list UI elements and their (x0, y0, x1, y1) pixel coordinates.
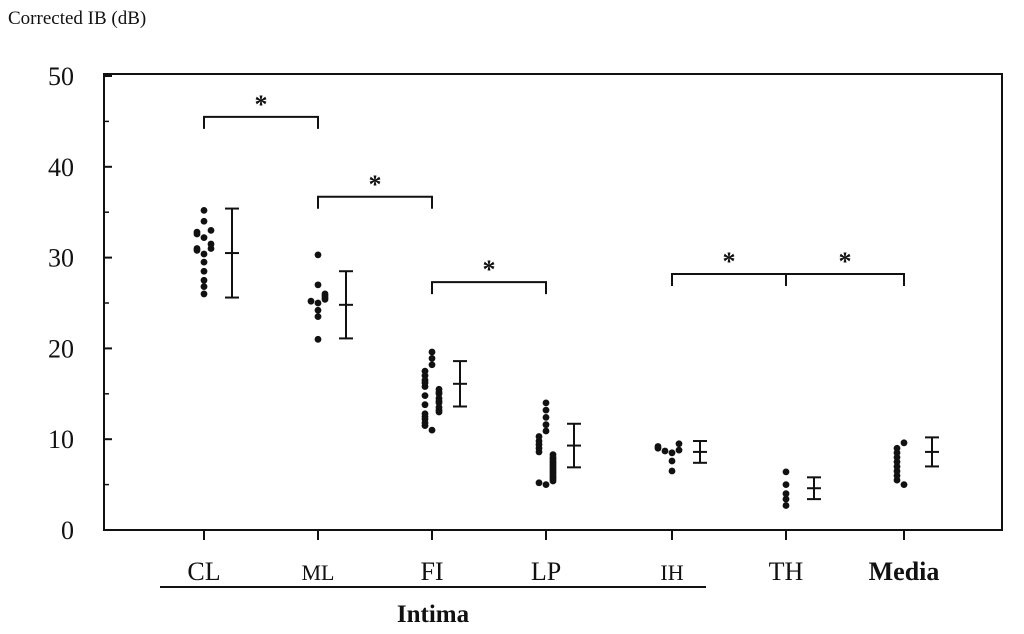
data-point (200, 250, 208, 258)
data-point (893, 444, 901, 452)
data-point (435, 385, 443, 393)
data-point (421, 392, 429, 400)
y-tick-label: 40 (48, 153, 74, 182)
significance-marker: * (369, 170, 382, 199)
significance-bracket (317, 195, 433, 209)
data-point (307, 297, 315, 305)
data-point (321, 290, 329, 298)
x-category-label: ML (302, 560, 335, 585)
y-axis-label: Corrected IB (dB) (8, 8, 146, 29)
data-point (314, 335, 322, 343)
data-point (542, 481, 550, 488)
significance-bracket (431, 281, 547, 295)
data-point (200, 283, 208, 291)
intima-group: Intima (160, 586, 706, 628)
x-category-label: FI (420, 557, 443, 586)
data-point (535, 479, 543, 487)
data-point (661, 447, 669, 455)
data-point (542, 406, 550, 414)
intima-group-label: Intima (397, 601, 470, 628)
data-point (207, 240, 215, 248)
y-tick-label: 10 (48, 425, 74, 454)
data-point (200, 217, 208, 225)
y-axis-ticks: 0 10 20 30 40 50 (48, 62, 112, 545)
y-tick-label: 30 (48, 244, 74, 273)
data-point (421, 401, 429, 409)
data-point (200, 276, 208, 284)
data-point (314, 306, 322, 314)
data-point (314, 299, 322, 307)
data-point (428, 348, 436, 356)
plot-frame (103, 73, 1003, 531)
x-category-label: CL (187, 557, 220, 586)
significance-bracket (203, 115, 319, 129)
data-point (675, 440, 683, 448)
significance-marker: * (839, 247, 852, 276)
data-point (782, 481, 790, 488)
data-point (207, 226, 215, 234)
data-point (428, 354, 436, 362)
x-category-label: LP (531, 557, 561, 586)
data-point (535, 433, 543, 440)
data-point (200, 290, 208, 298)
significance-marker: * (255, 90, 268, 119)
data-point (675, 446, 683, 454)
data-point (200, 234, 208, 242)
data-point (782, 490, 790, 498)
data-point (668, 467, 676, 475)
data-point (421, 410, 429, 418)
x-axis-categories: CL ML FI LP IH TH Media (187, 530, 939, 586)
data-points (193, 206, 908, 509)
data-point (200, 258, 208, 266)
data-point (542, 421, 550, 429)
data-point (782, 468, 790, 476)
x-category-label: IH (660, 560, 683, 585)
data-point (668, 449, 676, 457)
significance-marker: * (723, 247, 736, 276)
data-point (782, 502, 790, 509)
significance-brackets: * * * * * (203, 90, 905, 295)
data-point (542, 414, 550, 421)
error-bars (225, 207, 939, 501)
data-point (782, 495, 790, 503)
data-point (428, 426, 436, 434)
x-category-label: TH (769, 557, 804, 586)
data-point (900, 439, 908, 447)
data-point (542, 427, 550, 435)
data-point (549, 451, 557, 459)
x-category-label: Media (869, 557, 940, 586)
y-tick-label: 0 (61, 516, 74, 545)
data-point (900, 481, 908, 488)
data-point (193, 228, 201, 236)
y-tick-label: 20 (48, 334, 74, 363)
significance-bracket (785, 272, 905, 286)
data-point (428, 361, 436, 369)
significance-marker: * (483, 255, 496, 284)
data-point (200, 206, 208, 214)
data-point (200, 267, 208, 275)
data-point (314, 281, 322, 289)
data-point (421, 367, 429, 375)
data-point (654, 443, 662, 450)
y-tick-label: 50 (48, 62, 74, 91)
data-point (193, 245, 201, 252)
data-point (314, 313, 322, 321)
data-point (314, 251, 322, 259)
data-point (542, 399, 550, 407)
data-point (668, 457, 676, 465)
